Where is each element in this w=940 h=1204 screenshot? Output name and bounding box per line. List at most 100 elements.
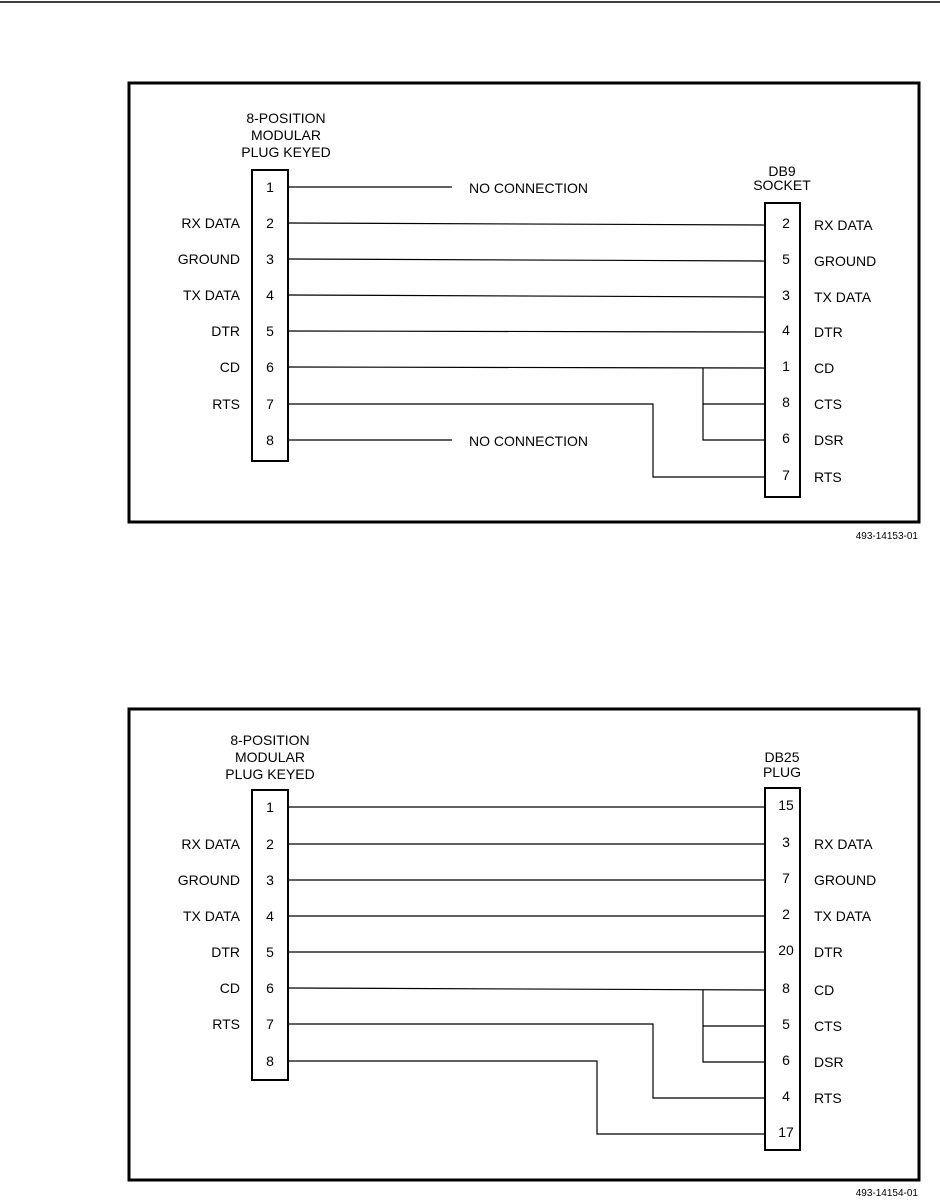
right-pin-signal-label: TX DATA <box>814 908 872 924</box>
left-pin-signal-label: GROUND <box>178 251 240 267</box>
wire-pin8 <box>288 1060 765 1135</box>
right-pins: 2 RX DATA 5 GROUND 3 TX DATA 4 DTR 1 CD 8 CTS 6 DSR 7 R… <box>782 215 876 485</box>
header-line: PLUG KEYED <box>241 144 330 160</box>
right-pin-number: 1 <box>782 358 790 374</box>
header-line: MODULAR <box>235 749 305 765</box>
right-pin-signal-label: TX DATA <box>814 289 872 305</box>
left-connector-header: 8-POSITION MODULAR PLUG KEYED <box>225 732 314 782</box>
wires <box>287 186 766 478</box>
wire-pin7 <box>288 1023 765 1099</box>
wire-pin5 <box>287 330 766 333</box>
left-pin-signal-label: RX DATA <box>181 836 240 852</box>
right-connector-header: DB9 SOCKET <box>753 163 811 193</box>
right-pin-number: 3 <box>782 287 790 303</box>
right-pin-signal-label: CTS <box>814 396 842 412</box>
left-pin-signal-label: RTS <box>212 1016 240 1032</box>
left-pin-number: 4 <box>266 908 274 924</box>
header-line: 8-POSITION <box>246 110 325 126</box>
right-connector-header: DB25 PLUG <box>763 749 801 780</box>
left-pin-signal-label: DTR <box>211 944 240 960</box>
left-pin-signal-label: CD <box>220 359 240 375</box>
right-pin-number: 20 <box>778 942 794 958</box>
right-pin-number: 15 <box>778 797 794 813</box>
no-connection-label: NO CONNECTION <box>469 433 588 449</box>
right-pin-signal-label: CTS <box>814 1018 842 1034</box>
left-pin-signal-label: GROUND <box>178 872 240 888</box>
left-pin-number: 7 <box>266 1016 274 1032</box>
right-pin-number: 5 <box>782 251 790 267</box>
diagram-db25: 8-POSITION MODULAR PLUG KEYED DB25 PLUG … <box>127 707 921 1199</box>
wire-pin6 <box>287 987 766 991</box>
left-pin-signal-label: RX DATA <box>181 215 240 231</box>
left-pin-number: 1 <box>266 799 274 815</box>
left-pin-signal-label: DTR <box>211 323 240 339</box>
right-pin-signal-label: CD <box>814 360 834 376</box>
left-pin-signal-label: TX DATA <box>183 287 241 303</box>
left-pin-number: 7 <box>266 396 274 412</box>
left-pins: 1 2 RX DATA 3 GROUND 4 TX DATA 5 DTR 6 CD 7 RTS 8 <box>178 799 274 1069</box>
right-pin-number: 4 <box>782 1088 790 1104</box>
header-line: PLUG KEYED <box>225 766 314 782</box>
no-connection-label: NO CONNECTION <box>469 180 588 196</box>
right-pin-signal-label: RTS <box>814 469 842 485</box>
wire-pin6 <box>287 366 766 369</box>
modular-plug-connector <box>251 789 289 1081</box>
diagram-frame <box>127 81 921 524</box>
wire-pin4 <box>287 294 766 298</box>
right-pin-signal-label: DSR <box>814 432 844 448</box>
right-pin-signal-label: RX DATA <box>814 836 873 852</box>
left-pin-signal-label: RTS <box>212 396 240 412</box>
right-pin-number: 3 <box>782 834 790 850</box>
left-pin-signal-label: CD <box>220 980 240 996</box>
header-line: 8-POSITION <box>230 732 309 748</box>
right-pin-number: 4 <box>782 322 790 338</box>
wire-jumper-dsr <box>702 368 765 441</box>
right-pin-number: 5 <box>782 1016 790 1032</box>
left-pin-number: 2 <box>266 215 274 231</box>
right-pin-signal-label: RTS <box>814 1090 842 1106</box>
right-pin-signal-label: GROUND <box>814 253 876 269</box>
right-pin-signal-label: CD <box>814 982 834 998</box>
header-line: MODULAR <box>251 127 321 143</box>
left-connector-header: 8-POSITION MODULAR PLUG KEYED <box>241 110 330 160</box>
modular-plug-connector <box>251 169 289 462</box>
right-pins: 15 3 RX DATA 7 GROUND 2 TX DATA 20 DTR 8 CD 5 CTS 6 DS… <box>778 797 876 1140</box>
left-pins: 1 2 RX DATA 3 GROUND 4 TX DATA 5 DTR 6 CD 7 RTS 8 <box>178 179 274 448</box>
left-pin-number: 5 <box>266 323 274 339</box>
wire-pin3 <box>287 258 766 262</box>
right-pin-signal-label: DTR <box>814 324 843 340</box>
left-pin-number: 3 <box>266 251 274 267</box>
right-pin-number: 7 <box>782 870 790 886</box>
header-line: SOCKET <box>753 177 811 193</box>
wire-pin2 <box>287 222 766 226</box>
header-line: PLUG <box>763 764 801 780</box>
left-pin-number: 4 <box>266 287 274 303</box>
db9-socket-connector <box>764 202 801 498</box>
right-pin-number: 2 <box>782 906 790 922</box>
right-pin-number: 17 <box>778 1124 794 1140</box>
right-pin-number: 7 <box>782 467 790 483</box>
left-pin-number: 8 <box>266 432 274 448</box>
right-pin-number: 6 <box>782 430 790 446</box>
left-pin-number: 6 <box>266 980 274 996</box>
left-pin-number: 1 <box>266 179 274 195</box>
right-pin-signal-label: RX DATA <box>814 217 873 233</box>
left-pin-number: 6 <box>266 359 274 375</box>
right-pin-signal-label: DSR <box>814 1054 844 1070</box>
left-pin-number: 3 <box>266 872 274 888</box>
diagram-frame <box>127 707 921 1182</box>
right-pin-signal-label: DTR <box>814 944 843 960</box>
right-pin-signal-label: GROUND <box>814 872 876 888</box>
left-pin-number: 2 <box>266 836 274 852</box>
right-pin-number: 6 <box>782 1052 790 1068</box>
header-line: DB25 <box>764 749 799 765</box>
figure-id: 493-14154-01 <box>856 1188 919 1199</box>
right-pin-number: 8 <box>782 394 790 410</box>
wire-pin7 <box>288 403 765 478</box>
right-pin-number: 8 <box>782 980 790 996</box>
wire-jumper-dsr <box>702 990 765 1063</box>
header-line: DB9 <box>768 163 795 179</box>
left-pin-signal-label: TX DATA <box>183 908 241 924</box>
diagram-db9: 8-POSITION MODULAR PLUG KEYED DB9 SOCKET… <box>127 81 921 542</box>
